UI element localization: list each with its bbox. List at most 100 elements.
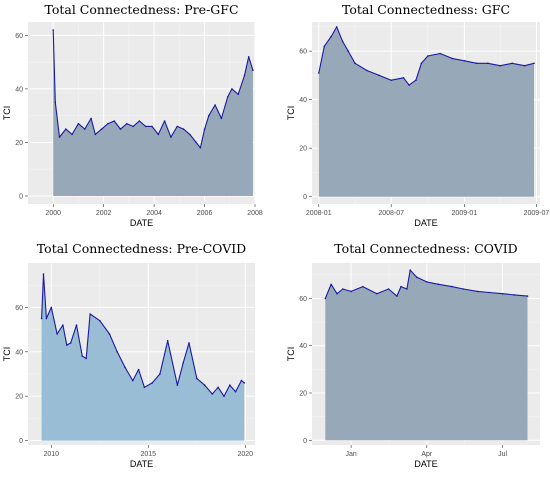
y-tick-label: 40	[299, 343, 307, 350]
data-point	[113, 120, 115, 122]
data-point	[208, 114, 210, 117]
data-point	[243, 382, 246, 384]
data-point	[65, 128, 67, 130]
y-tick-label: 40	[15, 86, 23, 93]
data-point	[476, 290, 479, 293]
data-point	[132, 379, 134, 382]
data-point	[166, 339, 169, 342]
data-point	[426, 281, 428, 283]
data-point	[252, 69, 254, 71]
data-point	[415, 79, 417, 81]
series-line	[41, 273, 245, 397]
data-point	[240, 379, 243, 382]
data-point	[196, 377, 198, 380]
x-tick-label: 2009-01	[452, 210, 478, 217]
data-point	[390, 79, 393, 81]
data-point	[52, 29, 54, 31]
data-point	[176, 125, 178, 128]
data-point	[137, 368, 140, 371]
data-point	[475, 62, 478, 65]
x-tick-label: Apr	[421, 451, 433, 458]
data-point	[499, 64, 502, 67]
data-point	[75, 324, 78, 326]
data-point	[138, 120, 141, 122]
y-tick-label: 0	[303, 438, 307, 445]
x-tick-label: 2008	[247, 210, 263, 217]
y-tick-label: 0	[303, 194, 307, 201]
series-line	[318, 26, 535, 86]
data-point	[335, 26, 338, 28]
data-point	[376, 292, 378, 295]
data-point	[523, 64, 526, 67]
data-point	[226, 96, 229, 98]
data-point	[66, 344, 68, 346]
data-point	[170, 136, 172, 138]
y-axis-label: TCI	[286, 347, 296, 362]
data-point	[99, 319, 101, 322]
data-point	[211, 393, 214, 395]
data-point	[347, 50, 350, 52]
chart-title: Total Connectedness: COVID	[334, 241, 517, 256]
data-point	[318, 72, 320, 74]
y-axis-label: TCI	[286, 106, 296, 121]
x-tick-label: 2020	[238, 451, 254, 458]
data-point	[511, 62, 513, 65]
chart-title: Total Connectedness: Pre-GFC	[44, 2, 238, 17]
y-tick-label: 40	[15, 349, 23, 356]
x-axis-label: DATE	[414, 218, 437, 228]
y-tick-label: 20	[299, 146, 307, 153]
y-tick-label: 20	[15, 394, 23, 401]
data-point	[341, 40, 344, 43]
data-point	[189, 133, 191, 136]
data-point	[100, 128, 103, 130]
data-point	[176, 384, 179, 386]
data-point	[45, 317, 48, 320]
data-point	[119, 128, 122, 130]
data-point	[94, 133, 97, 136]
data-point	[234, 390, 237, 393]
data-point	[342, 288, 344, 290]
series-area	[325, 270, 528, 441]
series-area	[318, 26, 534, 197]
x-tick-label: Jul	[498, 451, 507, 458]
data-point	[182, 128, 185, 130]
data-point	[378, 74, 381, 77]
data-point	[362, 285, 364, 288]
data-point	[62, 324, 64, 326]
data-point	[203, 128, 206, 130]
data-point	[42, 273, 45, 275]
data-point	[533, 62, 535, 65]
data-point	[89, 313, 91, 315]
data-point	[163, 120, 166, 122]
data-point	[237, 93, 239, 96]
data-point	[462, 288, 465, 290]
x-tick-label: 2004	[146, 210, 162, 217]
data-point	[81, 355, 84, 358]
data-point	[247, 56, 250, 58]
data-point	[182, 362, 184, 364]
y-tick-label: 60	[15, 305, 23, 312]
chart-title: Total Connectedness: Pre-COVID	[37, 241, 246, 256]
data-point	[84, 128, 86, 130]
data-point	[243, 74, 246, 77]
chart-title: Total Connectedness: GFC	[342, 2, 510, 17]
panel-gfc: Total Connectedness: GFC 0 20 40 60 2008-01 20…	[286, 2, 549, 228]
data-point	[143, 386, 146, 389]
data-point	[366, 69, 368, 72]
series-line	[52, 29, 254, 149]
y-tick-label: 20	[299, 391, 307, 398]
y-tick-label: 40	[299, 97, 307, 104]
data-point	[437, 283, 440, 286]
data-point	[90, 117, 92, 120]
data-point	[336, 292, 338, 295]
data-point	[439, 52, 441, 55]
data-point	[40, 317, 43, 320]
data-point	[400, 285, 402, 288]
data-point	[217, 386, 219, 389]
data-point	[58, 136, 61, 138]
x-tick-label: 2008-07	[378, 210, 404, 217]
data-point	[451, 57, 453, 60]
data-point	[199, 147, 202, 149]
data-point	[188, 342, 190, 344]
